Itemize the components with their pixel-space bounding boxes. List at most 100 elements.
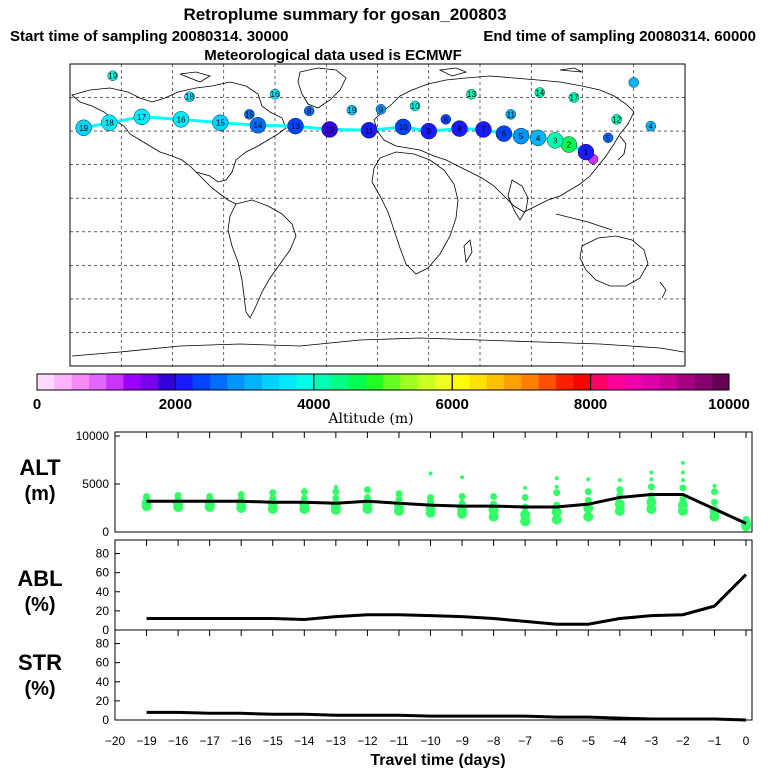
map-plume-point	[628, 77, 639, 88]
map-point-label: 14	[253, 121, 262, 130]
x-tick-label: −8	[487, 734, 501, 748]
alt-cluster-point	[427, 493, 434, 501]
colorbar-cell	[210, 374, 228, 390]
colorbar-axis-label: Altitude (m)	[327, 411, 413, 427]
y-tick-label: 5000	[82, 477, 109, 491]
colorbar-cell	[54, 374, 73, 390]
alt-cluster-point	[647, 483, 655, 491]
x-tick-label: −20	[105, 734, 126, 748]
map-plume-point	[577, 143, 595, 161]
map-plume-point	[321, 121, 338, 138]
colorbar-cell	[452, 374, 470, 390]
coast-south-america	[227, 199, 297, 319]
map-plume-point	[75, 119, 92, 136]
colorbar-cell	[434, 374, 453, 390]
map-point-label: 6	[444, 115, 449, 124]
map-plume-point	[451, 120, 468, 137]
coast-greenland	[297, 67, 347, 109]
map-point-label: 6	[502, 130, 507, 139]
alt-cluster-point	[395, 495, 403, 503]
alt-cluster-point	[174, 492, 182, 500]
map-plume-point	[512, 127, 530, 145]
colorbar-cell	[383, 374, 401, 390]
end-time-label: End time of sampling 20080314. 60000	[483, 28, 756, 45]
abl-panel: ABL (%) 0 20 40 60 80	[17, 539, 753, 637]
colorbar-tick-label: 0	[33, 396, 41, 413]
colorbar-cell	[123, 374, 142, 390]
alt-cluster-point	[649, 470, 654, 475]
alt-cluster-point	[269, 494, 277, 502]
colorbar-cell	[625, 374, 643, 390]
coast-eurasia	[373, 75, 635, 213]
map-plume-point	[133, 108, 150, 126]
str-frame	[114, 629, 753, 721]
alt-cluster-point	[428, 471, 433, 476]
x-tick-label: −17	[199, 734, 220, 748]
x-tick-label: −16	[168, 734, 189, 748]
alt-ylabel-top: ALT	[19, 455, 61, 480]
colorbar-cell	[158, 374, 176, 390]
figure-title: Retroplume summary for gosan_200803	[183, 5, 506, 24]
alt-cluster-point	[614, 499, 625, 510]
x-tick-label: −14	[294, 734, 315, 748]
map-point-label: 1	[584, 148, 589, 157]
map-plume-point	[568, 92, 580, 103]
colorbar-cell	[400, 374, 419, 390]
colorbar-cell	[227, 374, 246, 390]
alt-cluster-point	[617, 478, 622, 483]
map-point-label: 13	[467, 90, 476, 99]
map-point-label: 8	[457, 125, 462, 134]
coast-indonesia	[555, 213, 613, 231]
x-axis-label: Travel time (days)	[370, 752, 505, 768]
alt-cluster-point	[523, 485, 528, 490]
y-tick-label: 0	[102, 525, 109, 539]
y-tick-label: 60	[96, 566, 110, 580]
x-tick-label: −3	[645, 734, 659, 748]
str-ylabel-bottom: (%)	[24, 678, 55, 700]
alt-cluster-point	[333, 484, 338, 489]
map-point-label: 14	[535, 89, 544, 98]
colorbar-cell	[556, 374, 574, 390]
map-point-label: 19	[347, 106, 356, 115]
alt-cluster-point	[395, 490, 403, 498]
alt-cluster-point	[646, 497, 657, 508]
x-tick-label: −7	[518, 734, 532, 748]
colorbar-cell	[71, 374, 90, 390]
x-tick-label: −16	[231, 734, 252, 748]
map-point-label: 12	[612, 115, 621, 124]
map-point-label: 5	[606, 134, 611, 143]
alt-cluster-point	[458, 492, 466, 500]
map-plume-point	[172, 111, 190, 128]
map-point-label: 18	[185, 93, 194, 102]
alt-cluster-point	[680, 470, 685, 475]
met-data-label: Meteorological data used is ECMWF	[204, 47, 462, 64]
colorbar-cell	[677, 374, 695, 390]
x-tick-label: −10	[420, 734, 441, 748]
colorbar-cell	[642, 374, 661, 390]
map-plume-point	[287, 117, 304, 135]
alt-ylabel-bottom: (m)	[24, 483, 55, 505]
map-plume-point	[375, 104, 387, 115]
map-coastlines	[71, 67, 685, 357]
colorbar-cell	[521, 374, 540, 390]
coast-north-america	[71, 81, 287, 183]
alt-cluster-point	[460, 475, 465, 480]
y-tick-label: 80	[96, 637, 110, 651]
map-point-label: 17	[137, 113, 146, 122]
str-ylabel-top: STR	[18, 650, 62, 675]
map-plume-point	[466, 88, 477, 100]
coast-madagascar	[463, 239, 473, 264]
y-tick-label: 0	[102, 623, 109, 637]
alt-cluster-point	[679, 495, 687, 503]
x-tick-label: −5	[581, 734, 595, 748]
y-tick-label: 20	[96, 604, 110, 618]
alt-cluster-point	[583, 511, 594, 522]
alt-cluster-point	[143, 492, 151, 500]
colorbar-cell	[313, 374, 332, 390]
map-point-label: 8	[307, 107, 312, 116]
colorbar-cell	[607, 374, 626, 390]
map-point-label: 4	[649, 122, 654, 131]
str-line	[146, 710, 747, 722]
